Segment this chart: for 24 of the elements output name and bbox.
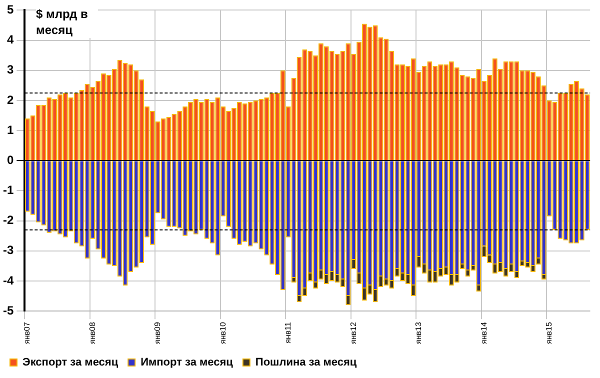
x-tick-label: янв15	[544, 322, 554, 344]
y-tick-label: -4	[3, 273, 14, 288]
x-tick-label: янв12	[348, 322, 358, 344]
x-tick-label: янв14	[479, 322, 488, 344]
y-tick-label: 1	[6, 122, 14, 137]
y-tick-label: 3	[6, 62, 14, 77]
x-tick-label: янв09	[153, 322, 162, 344]
y-tick-label: 2	[6, 92, 14, 107]
legend-label: Импорт за месяц	[140, 356, 234, 369]
y-tick-label: -2	[3, 213, 14, 228]
x-tick-label: янв08	[88, 322, 97, 344]
y-tick-label: -5	[3, 303, 14, 318]
legend-label: Экспорт за месяц	[22, 356, 118, 369]
y-axis-title: $ млрд в месяц	[36, 6, 98, 38]
y-tick-label: 0	[6, 152, 14, 167]
y-tick-label: -3	[3, 243, 14, 258]
y-tick-label: 4	[6, 32, 14, 47]
x-tick-label: янв10	[218, 322, 228, 344]
y-tick-label: -1	[3, 183, 14, 198]
y-tick-label: 5	[6, 2, 14, 17]
legend-label: Пошлина за месяц	[255, 356, 357, 369]
x-tick-label: янв11	[284, 322, 293, 344]
x-tick-label: янв07	[22, 322, 32, 344]
x-tick-label: янв13	[414, 322, 424, 344]
